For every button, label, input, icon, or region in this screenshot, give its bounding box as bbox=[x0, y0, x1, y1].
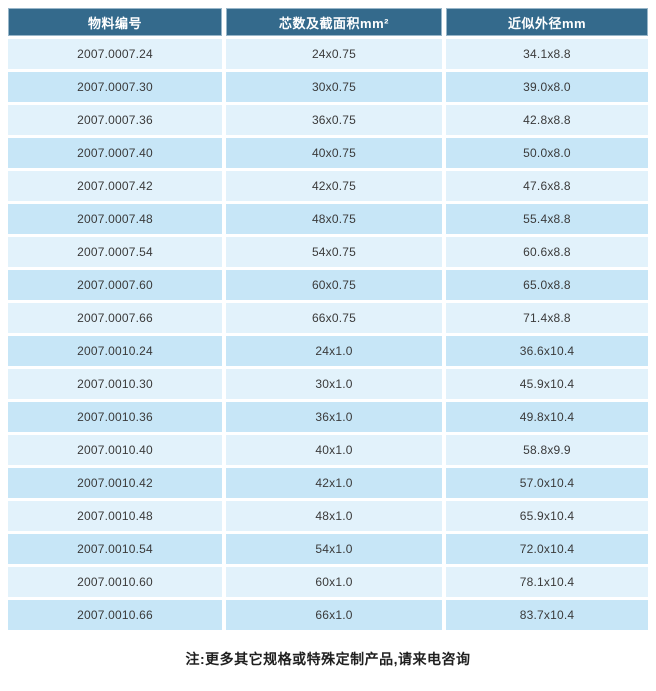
cell-approx-outer-diameter: 36.6x10.4 bbox=[446, 336, 648, 366]
table-row: 2007.0010.48 48x1.0 65.9x10.4 bbox=[8, 501, 648, 531]
column-header-material-number: 物料编号 bbox=[8, 8, 222, 36]
cell-approx-outer-diameter: 42.8x8.8 bbox=[446, 105, 648, 135]
cell-approx-outer-diameter: 39.0x8.0 bbox=[446, 72, 648, 102]
cell-approx-outer-diameter: 60.6x8.8 bbox=[446, 237, 648, 267]
table-body: 2007.0007.24 24x0.75 34.1x8.8 2007.0007.… bbox=[8, 39, 648, 630]
page: 物料编号 芯数及截面积mm² 近似外径mm 2007.0007.24 24x0.… bbox=[0, 5, 656, 691]
cell-core-count-cross-section: 66x1.0 bbox=[226, 600, 442, 630]
cell-approx-outer-diameter: 57.0x10.4 bbox=[446, 468, 648, 498]
cell-material-number: 2007.0010.24 bbox=[8, 336, 222, 366]
cell-core-count-cross-section: 48x1.0 bbox=[226, 501, 442, 531]
cell-material-number: 2007.0010.48 bbox=[8, 501, 222, 531]
cell-approx-outer-diameter: 50.0x8.0 bbox=[446, 138, 648, 168]
cell-approx-outer-diameter: 47.6x8.8 bbox=[446, 171, 648, 201]
cell-core-count-cross-section: 48x0.75 bbox=[226, 204, 442, 234]
cell-material-number: 2007.0007.30 bbox=[8, 72, 222, 102]
column-header-approx-outer-diameter: 近似外径mm bbox=[446, 8, 648, 36]
cell-core-count-cross-section: 24x1.0 bbox=[226, 336, 442, 366]
table-row: 2007.0010.36 36x1.0 49.8x10.4 bbox=[8, 402, 648, 432]
table-row: 2007.0010.30 30x1.0 45.9x10.4 bbox=[8, 369, 648, 399]
cell-material-number: 2007.0007.66 bbox=[8, 303, 222, 333]
cell-approx-outer-diameter: 71.4x8.8 bbox=[446, 303, 648, 333]
cell-core-count-cross-section: 36x0.75 bbox=[226, 105, 442, 135]
cell-material-number: 2007.0010.54 bbox=[8, 534, 222, 564]
cell-core-count-cross-section: 40x1.0 bbox=[226, 435, 442, 465]
table-row: 2007.0010.40 40x1.0 58.8x9.9 bbox=[8, 435, 648, 465]
cell-core-count-cross-section: 30x0.75 bbox=[226, 72, 442, 102]
cell-core-count-cross-section: 42x1.0 bbox=[226, 468, 442, 498]
table-row: 2007.0010.42 42x1.0 57.0x10.4 bbox=[8, 468, 648, 498]
cell-approx-outer-diameter: 45.9x10.4 bbox=[446, 369, 648, 399]
cell-core-count-cross-section: 30x1.0 bbox=[226, 369, 442, 399]
table-row: 2007.0007.40 40x0.75 50.0x8.0 bbox=[8, 138, 648, 168]
column-header-core-count-cross-section: 芯数及截面积mm² bbox=[226, 8, 442, 36]
table-row: 2007.0007.30 30x0.75 39.0x8.0 bbox=[8, 72, 648, 102]
cell-material-number: 2007.0007.60 bbox=[8, 270, 222, 300]
table-header: 物料编号 芯数及截面积mm² 近似外径mm bbox=[8, 8, 648, 36]
cell-core-count-cross-section: 66x0.75 bbox=[226, 303, 442, 333]
footer-note: 注:更多其它规格或特殊定制产品,请来电咨询 bbox=[185, 651, 471, 667]
table-row: 2007.0007.66 66x0.75 71.4x8.8 bbox=[8, 303, 648, 333]
cell-core-count-cross-section: 54x1.0 bbox=[226, 534, 442, 564]
cell-core-count-cross-section: 24x0.75 bbox=[226, 39, 442, 69]
cell-material-number: 2007.0007.54 bbox=[8, 237, 222, 267]
cell-approx-outer-diameter: 34.1x8.8 bbox=[446, 39, 648, 69]
cell-material-number: 2007.0010.36 bbox=[8, 402, 222, 432]
cell-core-count-cross-section: 60x0.75 bbox=[226, 270, 442, 300]
cell-material-number: 2007.0010.40 bbox=[8, 435, 222, 465]
cell-approx-outer-diameter: 49.8x10.4 bbox=[446, 402, 648, 432]
cell-approx-outer-diameter: 83.7x10.4 bbox=[446, 600, 648, 630]
table-row: 2007.0007.54 54x0.75 60.6x8.8 bbox=[8, 237, 648, 267]
table-row: 2007.0010.66 66x1.0 83.7x10.4 bbox=[8, 600, 648, 630]
cell-approx-outer-diameter: 72.0x10.4 bbox=[446, 534, 648, 564]
cell-approx-outer-diameter: 58.8x9.9 bbox=[446, 435, 648, 465]
cell-core-count-cross-section: 40x0.75 bbox=[226, 138, 442, 168]
cell-material-number: 2007.0007.36 bbox=[8, 105, 222, 135]
table-row: 2007.0010.60 60x1.0 78.1x10.4 bbox=[8, 567, 648, 597]
cell-material-number: 2007.0010.66 bbox=[8, 600, 222, 630]
cell-material-number: 2007.0007.42 bbox=[8, 171, 222, 201]
table-row: 2007.0007.24 24x0.75 34.1x8.8 bbox=[8, 39, 648, 69]
cell-material-number: 2007.0007.48 bbox=[8, 204, 222, 234]
cell-material-number: 2007.0010.60 bbox=[8, 567, 222, 597]
table-row: 2007.0010.54 54x1.0 72.0x10.4 bbox=[8, 534, 648, 564]
table-row: 2007.0007.48 48x0.75 55.4x8.8 bbox=[8, 204, 648, 234]
cell-material-number: 2007.0007.40 bbox=[8, 138, 222, 168]
table-row: 2007.0007.36 36x0.75 42.8x8.8 bbox=[8, 105, 648, 135]
spec-table: 物料编号 芯数及截面积mm² 近似外径mm 2007.0007.24 24x0.… bbox=[4, 5, 652, 633]
cell-approx-outer-diameter: 78.1x10.4 bbox=[446, 567, 648, 597]
cell-material-number: 2007.0010.42 bbox=[8, 468, 222, 498]
cell-core-count-cross-section: 54x0.75 bbox=[226, 237, 442, 267]
cell-core-count-cross-section: 60x1.0 bbox=[226, 567, 442, 597]
table-row: 2007.0007.42 42x0.75 47.6x8.8 bbox=[8, 171, 648, 201]
cell-core-count-cross-section: 36x1.0 bbox=[226, 402, 442, 432]
cell-core-count-cross-section: 42x0.75 bbox=[226, 171, 442, 201]
cell-material-number: 2007.0010.30 bbox=[8, 369, 222, 399]
cell-material-number: 2007.0007.24 bbox=[8, 39, 222, 69]
table-row: 2007.0010.24 24x1.0 36.6x10.4 bbox=[8, 336, 648, 366]
cell-approx-outer-diameter: 65.9x10.4 bbox=[446, 501, 648, 531]
header-row: 物料编号 芯数及截面积mm² 近似外径mm bbox=[8, 8, 648, 36]
table-row: 2007.0007.60 60x0.75 65.0x8.8 bbox=[8, 270, 648, 300]
cell-approx-outer-diameter: 55.4x8.8 bbox=[446, 204, 648, 234]
cell-approx-outer-diameter: 65.0x8.8 bbox=[446, 270, 648, 300]
